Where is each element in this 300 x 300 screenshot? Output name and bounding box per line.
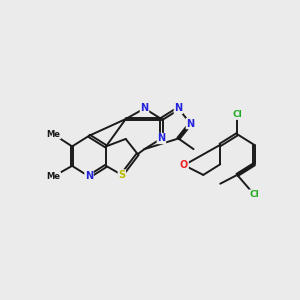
Text: N: N [85,172,93,182]
Text: N: N [158,134,166,143]
Text: N: N [140,103,148,113]
Text: N: N [186,118,194,129]
Text: O: O [180,160,188,170]
Text: Cl: Cl [232,110,242,119]
Text: Cl: Cl [249,190,259,199]
Text: S: S [118,170,125,180]
Text: N: N [174,103,182,113]
Text: Me: Me [46,172,60,181]
Text: Me: Me [46,130,60,139]
